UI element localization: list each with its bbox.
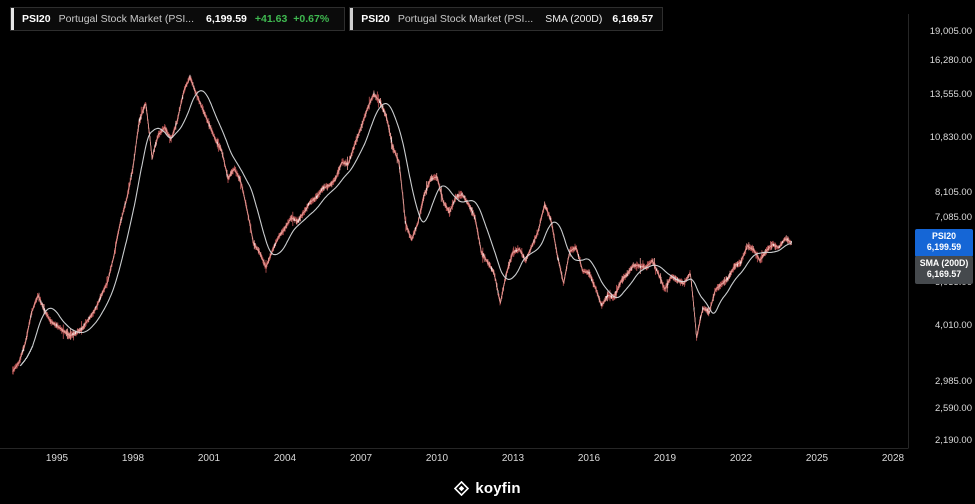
badge-symbol: PSI20 xyxy=(932,231,956,241)
legend-change-pct: +0.67% xyxy=(293,13,330,25)
x-axis-tick: 2019 xyxy=(653,453,677,464)
legend-symbol: PSI20 xyxy=(22,13,51,25)
legend-primary-series[interactable]: PSI20 Portugal Stock Market (PSI... 6,19… xyxy=(10,7,346,31)
y-axis-tick: 19,005.00 xyxy=(929,26,972,37)
x-axis-tick: 2028 xyxy=(881,453,905,464)
x-axis-tick: 2007 xyxy=(349,453,373,464)
sma-value-badge: SMA (200D) 6,169.57 xyxy=(915,256,973,284)
legend-series-name: Portugal Stock Market (PSI... xyxy=(58,13,194,25)
last-price-badge: PSI20 6,199.59 xyxy=(915,229,973,257)
legend-indicator-label: SMA (200D) xyxy=(545,13,603,25)
series-color-indicator xyxy=(11,8,14,30)
x-axis-tick: 2016 xyxy=(577,453,601,464)
y-axis-tick: 16,280.00 xyxy=(929,55,972,66)
legend-series-name: Portugal Stock Market (PSI... xyxy=(397,13,534,25)
overlay-color-indicator xyxy=(350,8,354,30)
x-axis-tick: 2004 xyxy=(273,453,297,464)
y-axis-tick: 2,190.00 xyxy=(935,435,972,446)
y-axis-tick: 8,105.00 xyxy=(935,187,972,198)
legend-sma-overlay[interactable]: PSI20 Portugal Stock Market (PSI... SMA … xyxy=(349,7,664,31)
y-axis-tick: 10,830.00 xyxy=(929,132,972,143)
legend-symbol: PSI20 xyxy=(361,13,390,25)
badge-sma-value: 6,169.57 xyxy=(926,269,962,280)
legend-indicator-value: 6,169.57 xyxy=(612,13,654,25)
x-axis-tick: 2013 xyxy=(501,453,525,464)
x-axis-tick: 2025 xyxy=(805,453,829,464)
y-axis-tick: 4,010.00 xyxy=(935,320,972,331)
badge-price-value: 6,199.59 xyxy=(926,242,962,253)
x-axis-tick: 1995 xyxy=(45,453,69,464)
y-axis-tick: 7,085.00 xyxy=(935,212,972,223)
koyfin-watermark: koyfin xyxy=(0,480,975,497)
y-axis-tick: 2,985.00 xyxy=(935,376,972,387)
badge-sma-label: SMA (200D) xyxy=(919,258,969,268)
legend-last-price: 6,199.59 xyxy=(206,13,247,25)
y-axis-tick: 13,555.00 xyxy=(929,89,972,100)
legend-change: +41.63 xyxy=(254,13,288,25)
x-axis-tick: 2022 xyxy=(729,453,753,464)
x-axis-tick: 1998 xyxy=(121,453,145,464)
x-axis-tick: 2001 xyxy=(197,453,221,464)
koyfin-logo-text: koyfin xyxy=(475,480,521,497)
y-axis-tick: 2,590.00 xyxy=(935,403,972,414)
legend-row: PSI20 Portugal Stock Market (PSI... 6,19… xyxy=(10,7,664,31)
koyfin-diamond-icon xyxy=(454,481,470,496)
x-axis-tick: 2010 xyxy=(425,453,449,464)
